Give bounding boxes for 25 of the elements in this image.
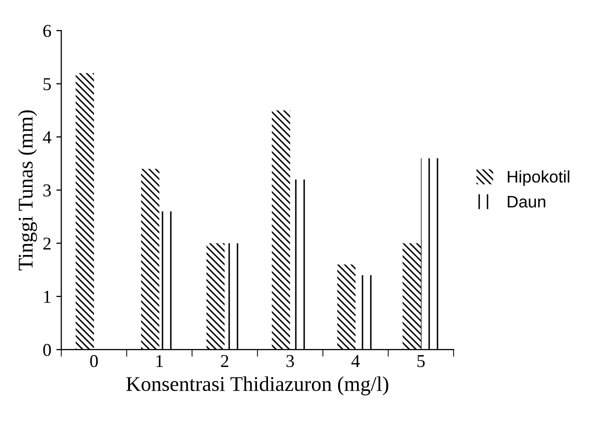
y-tick-label: 6 (43, 24, 52, 38)
y-tick-label: 3 (43, 184, 51, 197)
y-tick-label: 2 (43, 238, 51, 250)
bar (272, 110, 290, 350)
y-tick-label: 1 (44, 290, 50, 303)
bar (356, 275, 374, 350)
legend-label: Hipokotil (508, 170, 570, 186)
bar (141, 168, 160, 350)
bar (420, 158, 440, 350)
x-tick-label: 4 (351, 355, 360, 367)
x-axis-title: Konsentrasi Thidiazuron (mg/l) (126, 376, 388, 396)
x-tick-label: 0 (90, 354, 98, 368)
x-tick-label: 5 (417, 355, 425, 368)
x-tick-label: 3 (286, 355, 294, 368)
bar (337, 264, 356, 350)
bar (206, 243, 225, 350)
y-tick-label: 4 (42, 131, 52, 144)
legend-label: Daun (508, 196, 546, 208)
y-tick-label: 5 (44, 78, 51, 90)
x-tick-label: 1 (156, 355, 163, 367)
bar (76, 73, 94, 350)
x-tick-label: 2 (221, 355, 228, 367)
y-axis-title: Tinggi Tunas (mm) (18, 110, 37, 270)
y-tick-label: 0 (43, 344, 51, 356)
bar (402, 243, 421, 350)
